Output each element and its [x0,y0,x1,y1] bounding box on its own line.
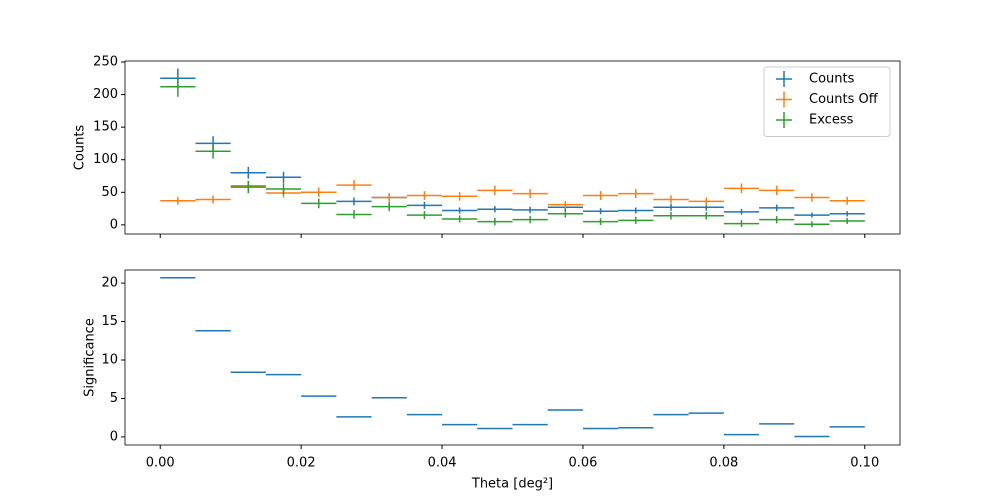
x-tick-label: 0.08 [709,456,738,471]
legend-box [763,66,891,137]
legend-label: Counts [809,72,855,87]
y-axis-label: Significance [83,318,98,397]
legend-label: Counts Off [809,92,879,107]
y-tick-label: 15 [101,314,118,329]
y-tick-label: 20 [101,276,118,291]
legend-label: Excess [809,113,854,128]
y-tick-label: 10 [101,353,118,368]
x-tick-label: 0.02 [287,456,316,471]
y-tick-label: 5 [110,391,118,406]
y-axis-label: Counts [73,125,88,171]
x-tick-label: 0.04 [428,456,457,471]
y-tick-label: 50 [101,185,118,200]
y-tick-label: 150 [93,120,118,135]
y-tick-label: 100 [93,152,118,167]
y-tick-label: 200 [93,87,118,102]
x-tick-label: 0.10 [850,456,879,471]
x-axis-label: Theta [deg²] [471,477,553,492]
y-tick-label: 0 [110,217,118,232]
axes-frame [124,60,901,235]
y-tick-label: 250 [93,54,118,69]
x-tick-label: 0.00 [146,456,175,471]
axes-frame [124,269,901,446]
y-tick-label: 0 [110,429,118,444]
x-tick-label: 0.06 [568,456,597,471]
